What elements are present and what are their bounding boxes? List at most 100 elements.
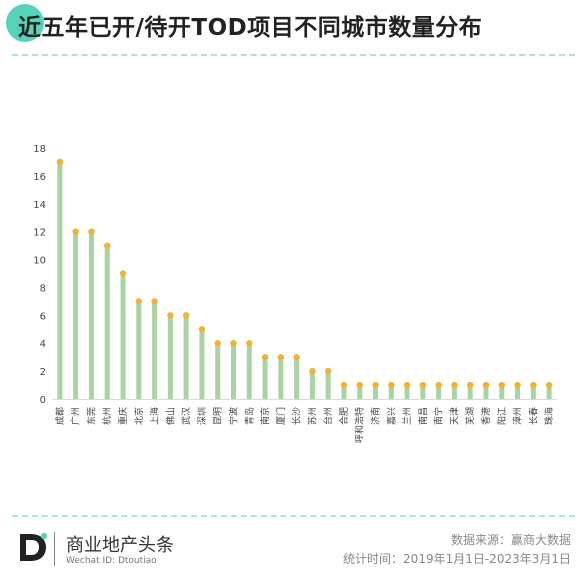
x-category-label: 苏州 bbox=[306, 407, 318, 425]
x-category-label: 呼和浩特 bbox=[354, 407, 366, 443]
x-category-label: 杭州 bbox=[101, 407, 113, 425]
wechat-id: Wechat ID: Dtoutiao bbox=[66, 556, 157, 566]
y-tick-label: 10 bbox=[33, 256, 46, 267]
bar-top-marker bbox=[435, 381, 442, 389]
x-category-label: 东莞 bbox=[85, 407, 97, 425]
y-tick-label: 12 bbox=[33, 228, 46, 239]
x-category-label: 珠海 bbox=[543, 407, 555, 425]
y-tick-label: 8 bbox=[40, 283, 46, 294]
bar bbox=[483, 385, 489, 399]
x-category-label: 南宁 bbox=[433, 407, 445, 425]
x-category-label: 成都 bbox=[54, 407, 66, 425]
x-category-label: 佛山 bbox=[164, 407, 176, 425]
bar bbox=[388, 385, 394, 399]
bar bbox=[278, 357, 284, 399]
y-tick-label: 2 bbox=[40, 367, 46, 378]
bar bbox=[341, 385, 347, 399]
bar-top-marker bbox=[498, 381, 505, 389]
x-category-label: 阳江 bbox=[497, 407, 508, 425]
x-category-label: 芜湖 bbox=[464, 407, 476, 425]
y-tick-label: 14 bbox=[33, 200, 46, 211]
bar-chart: 0 2 4 6 8 10 12 14 16 18 成都 广州 东莞 杭州 重庆 北京 上海 佛山 武汉 深圳 昆明 宁波青… bbox=[33, 144, 557, 443]
bar bbox=[104, 245, 110, 399]
x-category-label: 青岛 bbox=[243, 407, 255, 425]
x-category-label: 重庆 bbox=[117, 407, 129, 425]
x-category-label: 漳州 bbox=[512, 407, 524, 425]
bar-top-marker bbox=[309, 367, 316, 375]
bar-top-marker bbox=[482, 381, 490, 389]
bar bbox=[294, 357, 300, 399]
bar bbox=[230, 343, 236, 399]
bar bbox=[325, 371, 331, 399]
bar-top-marker bbox=[119, 270, 127, 277]
bar-top-marker bbox=[72, 228, 79, 235]
bar-top-marker bbox=[356, 381, 363, 389]
bar-top-marker bbox=[451, 381, 458, 389]
bar-top-marker bbox=[514, 381, 521, 389]
x-category-label: 兰州 bbox=[401, 407, 413, 425]
x-category-label: 嘉兴 bbox=[385, 407, 397, 425]
y-tick-label: 18 bbox=[33, 144, 46, 155]
x-category-label: 济南 bbox=[370, 407, 382, 425]
title-accent-circle bbox=[6, 4, 44, 42]
bar-top-marker bbox=[198, 326, 206, 333]
bottom-divider bbox=[12, 515, 575, 517]
bar bbox=[436, 385, 442, 399]
bar-top-marker bbox=[214, 340, 221, 347]
x-category-label: 长春 bbox=[527, 407, 539, 425]
bar bbox=[167, 315, 173, 399]
x-category-label: 北京 bbox=[133, 407, 145, 425]
data-source: 数据来源：赢商大数据 bbox=[450, 533, 571, 547]
bar-top-marker bbox=[467, 381, 474, 389]
y-tick-label: 4 bbox=[40, 339, 46, 350]
time-range: 统计时间：2019年1月1日-2023年3月1日 bbox=[343, 552, 571, 566]
bar-top-marker bbox=[545, 381, 553, 389]
bar-top-marker bbox=[419, 381, 427, 389]
bar bbox=[215, 343, 221, 399]
bar bbox=[373, 385, 379, 399]
bar-top-marker bbox=[56, 158, 64, 166]
bar-top-marker bbox=[403, 381, 411, 389]
brand-name: 商业地产头条 bbox=[66, 535, 174, 556]
x-category-label: 南京 bbox=[259, 407, 271, 425]
page-title: 近五年已开/待开TOD项目不同城市数量分布 bbox=[18, 15, 483, 41]
bar bbox=[246, 343, 252, 399]
x-category-label: 台州 bbox=[322, 407, 334, 425]
bar-top-marker bbox=[104, 242, 111, 249]
x-category-label: 广州 bbox=[70, 407, 82, 425]
bar bbox=[530, 385, 536, 399]
bar-top-marker bbox=[135, 298, 142, 305]
x-category-label: 厦门 bbox=[275, 407, 287, 425]
bar-top-marker bbox=[261, 353, 269, 361]
y-tick-label: 0 bbox=[40, 395, 46, 406]
x-category-label: 天津 bbox=[449, 407, 460, 425]
bar-top-marker bbox=[151, 298, 158, 305]
x-category-label: 合肥 bbox=[338, 407, 350, 425]
bar bbox=[262, 357, 268, 399]
bar bbox=[88, 231, 94, 399]
bar bbox=[199, 329, 205, 399]
footer-separator bbox=[54, 532, 55, 566]
bar-top-marker bbox=[324, 367, 332, 375]
bar-top-marker bbox=[246, 340, 253, 347]
x-category-label: 昆明 bbox=[213, 407, 224, 425]
x-category-label: 武汉 bbox=[180, 407, 192, 425]
bar bbox=[183, 315, 189, 399]
bar-top-marker bbox=[388, 381, 395, 389]
y-tick-label: 16 bbox=[33, 172, 46, 183]
x-category-label: 南昌 bbox=[417, 407, 429, 425]
bar bbox=[309, 371, 315, 399]
x-category-label: 上海 bbox=[149, 407, 161, 425]
x-category-label: 宁波 bbox=[227, 407, 239, 425]
brand-d-logo-icon bbox=[20, 532, 48, 561]
bar bbox=[420, 385, 426, 399]
bar-top-marker bbox=[88, 228, 95, 235]
bar bbox=[57, 161, 63, 399]
bar-top-marker bbox=[530, 381, 537, 389]
bar bbox=[546, 385, 552, 399]
bar bbox=[467, 385, 473, 399]
bar-top-marker bbox=[167, 312, 174, 319]
x-category-label: 深圳 bbox=[197, 407, 208, 425]
bar-top-marker bbox=[293, 353, 300, 361]
bar bbox=[357, 385, 363, 399]
